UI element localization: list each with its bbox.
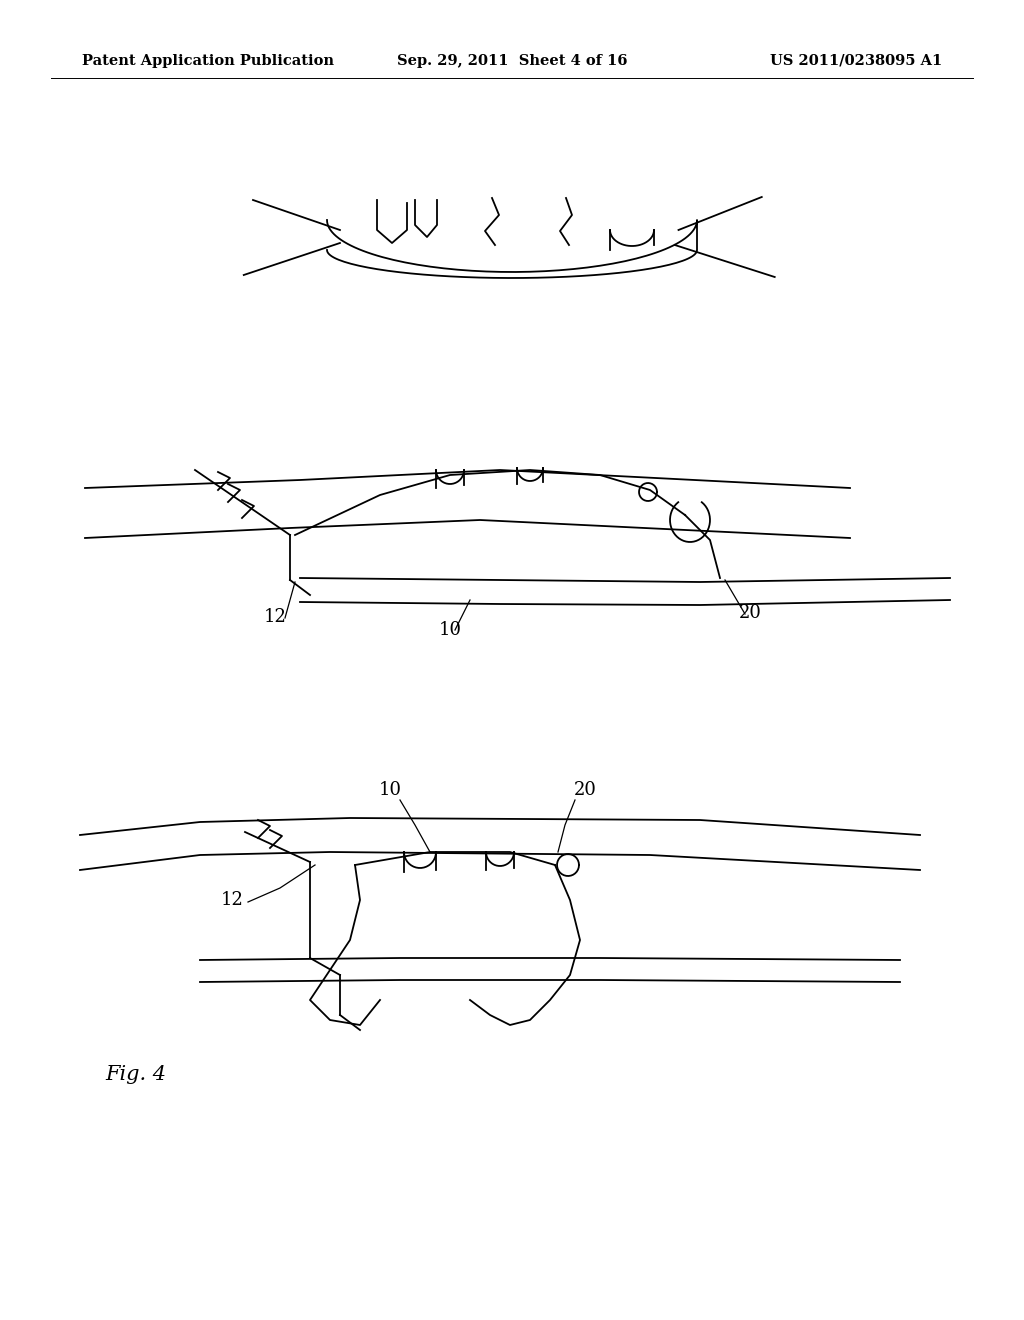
Text: 20: 20 [573,781,596,799]
Text: Sep. 29, 2011  Sheet 4 of 16: Sep. 29, 2011 Sheet 4 of 16 [396,54,628,69]
Text: 12: 12 [263,609,287,626]
Text: Patent Application Publication: Patent Application Publication [82,54,334,69]
Text: 12: 12 [220,891,244,909]
Text: 10: 10 [379,781,401,799]
Text: Fig. 4: Fig. 4 [105,1065,166,1084]
Text: 10: 10 [438,620,462,639]
Text: 20: 20 [738,605,762,622]
Text: US 2011/0238095 A1: US 2011/0238095 A1 [770,54,942,69]
